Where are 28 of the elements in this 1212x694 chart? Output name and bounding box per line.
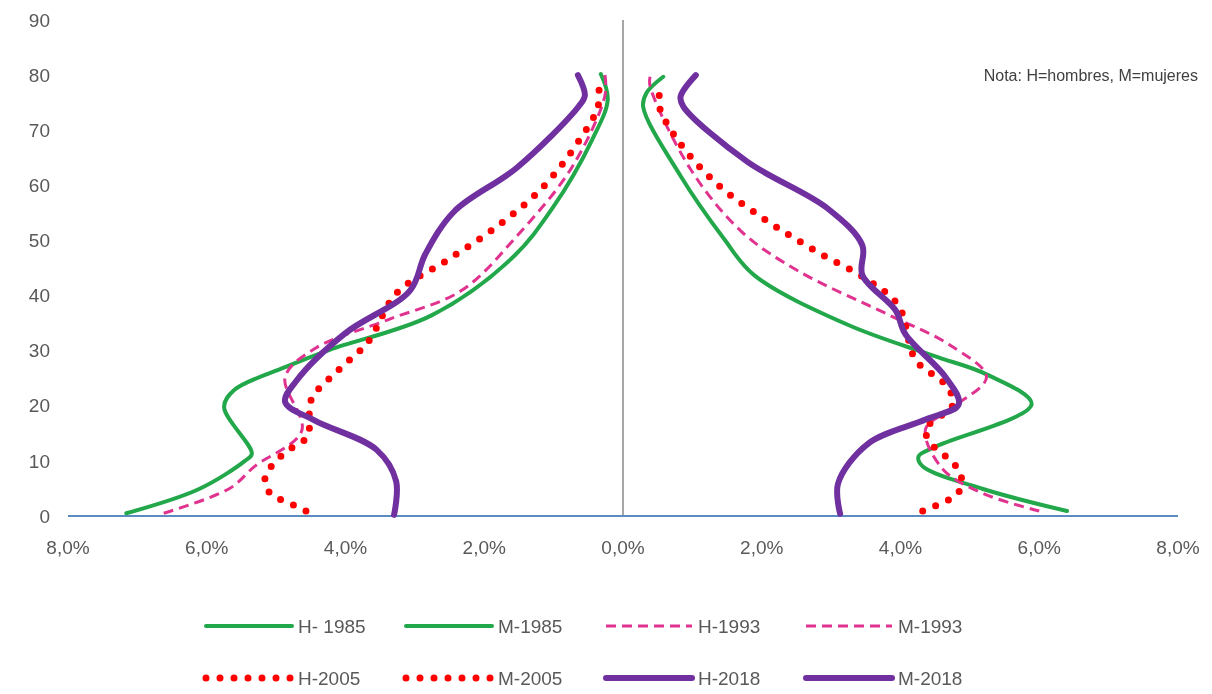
x-tick-label: 8,0% bbox=[46, 537, 90, 558]
legend-label: H-2018 bbox=[698, 667, 761, 689]
y-tick-label: 20 bbox=[28, 395, 50, 417]
x-tick-label: 4,0% bbox=[323, 537, 368, 558]
legend-label: M-2018 bbox=[898, 667, 963, 689]
legend-label: H-1993 bbox=[698, 615, 761, 637]
y-tick-label: 70 bbox=[28, 119, 50, 141]
x-tick-label: 6,0% bbox=[1017, 537, 1062, 558]
x-tick-label: 8,0% bbox=[1156, 537, 1200, 558]
y-tick-label: 0 bbox=[39, 505, 50, 527]
x-tick-label: 6,0% bbox=[185, 537, 229, 558]
y-tick-label: 10 bbox=[28, 450, 50, 472]
y-tick-label: 90 bbox=[28, 9, 50, 31]
x-tick-label: 0,0% bbox=[601, 537, 645, 558]
x-tick-label: 4,0% bbox=[878, 537, 923, 558]
y-tick-label: 30 bbox=[28, 340, 50, 362]
y-tick-label: 40 bbox=[28, 285, 50, 307]
legend-label: M-2005 bbox=[498, 667, 563, 689]
y-tick-label: 80 bbox=[28, 64, 50, 86]
legend-label: M-1985 bbox=[498, 615, 563, 637]
annotation: Nota: H=hombres, M=mujeres bbox=[983, 66, 1198, 84]
legend-label: H- 1985 bbox=[298, 615, 366, 637]
y-tick-label: 60 bbox=[28, 174, 50, 196]
x-tick-label: 2,0% bbox=[462, 537, 507, 558]
x-tick-label: 2,0% bbox=[740, 537, 784, 558]
y-tick-label: 50 bbox=[28, 230, 50, 252]
legend-label: H-2005 bbox=[298, 667, 361, 689]
legend-label: M-1993 bbox=[898, 615, 963, 637]
